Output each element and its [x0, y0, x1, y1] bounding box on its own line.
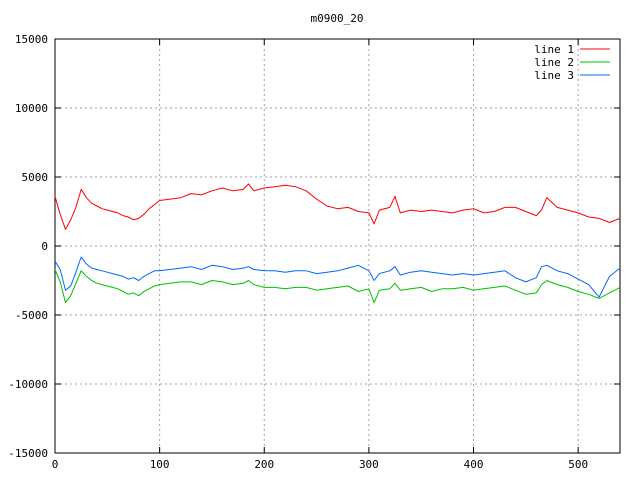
x-tick-label: 200 — [254, 458, 274, 471]
x-tick-label: 400 — [464, 458, 484, 471]
y-tick-label: -15000 — [8, 447, 48, 460]
y-tick-label: 5000 — [22, 171, 49, 184]
y-tick-label: -10000 — [8, 378, 48, 391]
series-lines — [54, 183, 621, 304]
legend-label-2: line 2 — [534, 56, 574, 69]
chart-title: m0900_20 — [311, 12, 364, 25]
legend-label-3: line 3 — [534, 69, 574, 82]
legend-label-1: line 1 — [534, 43, 574, 56]
y-tick-label: 0 — [41, 240, 48, 253]
y-tick-label: 10000 — [15, 102, 48, 115]
grid-lines — [55, 39, 620, 453]
series-line-1 — [54, 183, 621, 230]
x-tick-label: 0 — [52, 458, 59, 471]
x-tick-label: 500 — [568, 458, 588, 471]
x-axis: 0 100 200 300 400 500 — [52, 39, 588, 471]
series-line-2 — [54, 269, 621, 304]
y-tick-label: 15000 — [15, 33, 48, 46]
series-line-3 — [54, 256, 621, 298]
y-axis: -15000 -10000 -5000 0 5000 10000 15000 — [8, 33, 620, 460]
x-tick-label: 100 — [150, 458, 170, 471]
x-tick-label: 300 — [359, 458, 379, 471]
y-tick-label: -5000 — [15, 309, 48, 322]
